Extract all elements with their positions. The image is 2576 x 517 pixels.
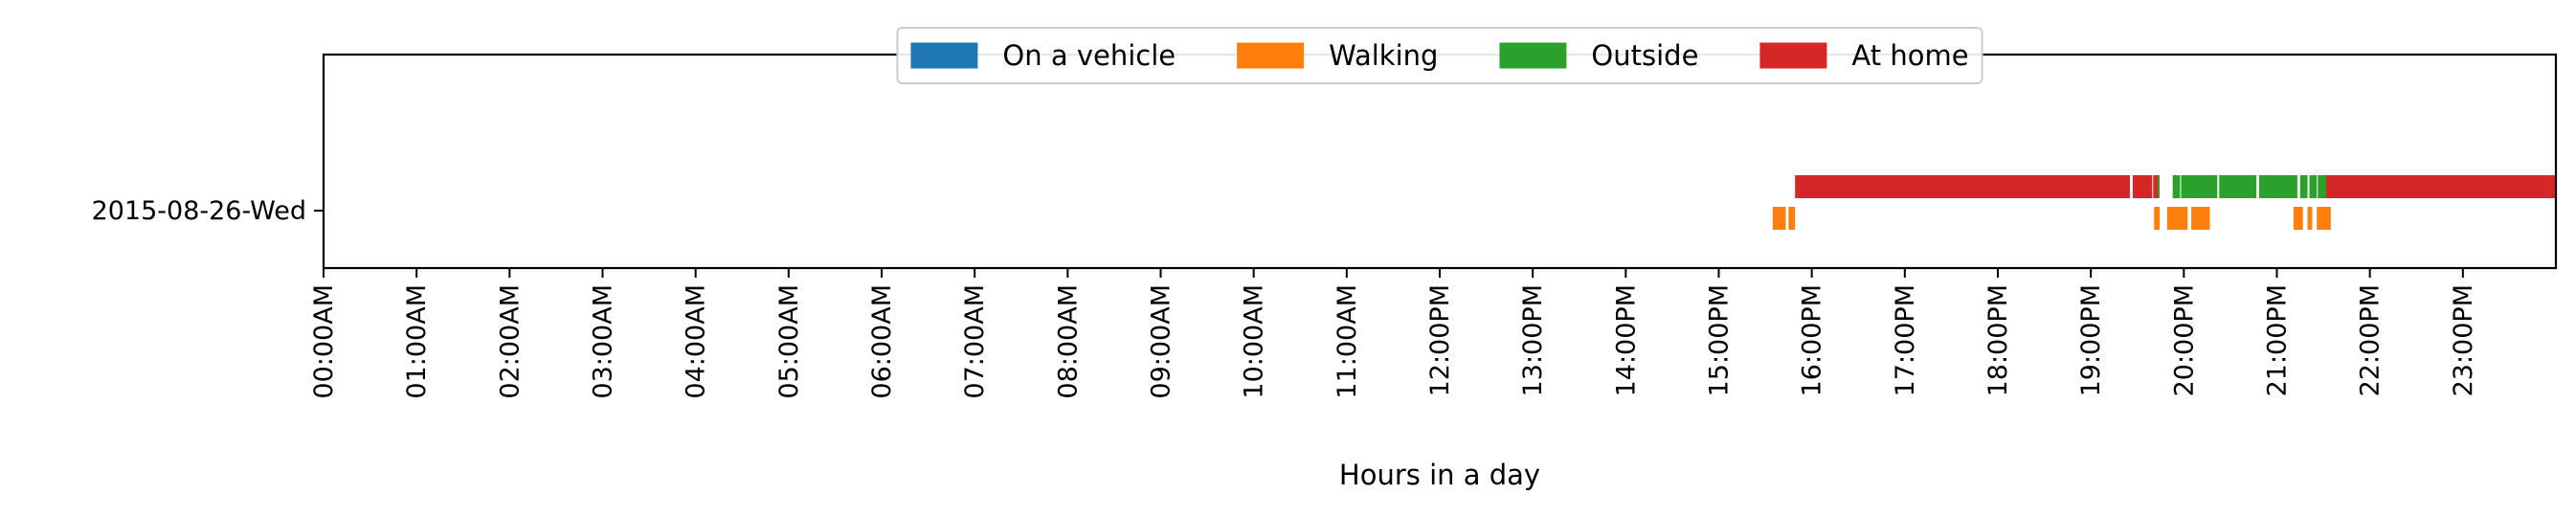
x-tick-label-9: 09:00AM [1147,284,1176,399]
x-tick-label-5: 05:00AM [774,284,804,399]
x-tick-label-0: 00:00AM [309,284,339,399]
x-tick-label-21: 21:00PM [2263,284,2293,396]
bar-walking-7 [2317,207,2331,230]
bar-walking-1 [1788,207,1796,230]
legend-box [896,27,1983,84]
legend-label-on-a-vehicle: On a vehicle [1002,39,1176,72]
legend-swatch-at-home [1759,42,1827,69]
x-tick-label-13: 13:00PM [1518,284,1548,396]
bar-at-home-2 [2153,175,2159,198]
x-tick-label-22: 22:00PM [2356,284,2386,396]
bar-outside-5 [2299,175,2308,198]
bar-outside-7 [2318,175,2329,198]
bar-at-home-3 [2326,175,2556,198]
y-tick-label-0: 2015-08-26-Wed [92,196,306,226]
legend-label-outside: Outside [1591,39,1698,72]
x-tick-label-11: 11:00AM [1333,284,1362,399]
bar-outside-2 [2181,175,2218,198]
x-axis-label: Hours in a day [1339,459,1540,491]
legend-swatch-outside [1499,42,1567,69]
bar-walking-0 [1772,207,1786,230]
bar-at-home-0 [1795,175,2130,198]
x-tick-label-10: 10:00AM [1240,284,1269,399]
bar-outside-1 [2172,175,2181,198]
bar-at-home-1 [2132,175,2153,198]
bar-walking-3 [2166,207,2188,230]
plot-frame [322,53,2558,270]
x-tick-label-23: 23:00PM [2449,284,2478,396]
x-tick-label-20: 20:00PM [2169,284,2199,396]
bar-walking-4 [2191,207,2210,230]
x-tick-label-8: 08:00AM [1053,284,1083,399]
x-tick-label-15: 15:00PM [1705,284,1735,396]
x-tick-label-18: 18:00PM [1983,284,2013,396]
bar-outside-3 [2219,175,2257,198]
bar-walking-6 [2307,207,2313,230]
legend: On a vehicle Walking Outside At home [896,27,1983,84]
legend-swatch-on-a-vehicle [910,42,978,69]
x-axis-ticks: 00:00AM 01:00AM 02:00AM 03:00AM 04:00AM 05:00… [309,268,2478,399]
x-tick-label-4: 04:00AM [682,284,711,399]
legend-label-at-home: At home [1851,39,1968,72]
bar-outside-6 [2309,175,2318,198]
bar-walking-2 [2154,207,2161,230]
y-axis-ticks: 2015-08-26-Wed [92,196,324,226]
x-tick-label-16: 16:00PM [1798,284,1827,396]
activity-bars [1772,175,2556,230]
x-tick-label-1: 01:00AM [402,284,432,399]
x-tick-label-12: 12:00PM [1425,284,1455,396]
x-tick-label-14: 14:00PM [1611,284,1641,396]
x-tick-label-19: 19:00PM [2076,284,2106,396]
bar-walking-5 [2293,207,2303,230]
x-tick-label-17: 17:00PM [1891,284,1920,396]
x-tick-label-6: 06:00AM [867,284,897,399]
legend-swatch-walking [1237,42,1305,69]
x-tick-label-2: 02:00AM [495,284,525,399]
x-tick-label-3: 03:00AM [589,284,618,399]
legend-label-walking: Walking [1329,39,1438,72]
x-tick-label-7: 07:00AM [960,284,990,399]
bar-outside-4 [2259,175,2297,198]
